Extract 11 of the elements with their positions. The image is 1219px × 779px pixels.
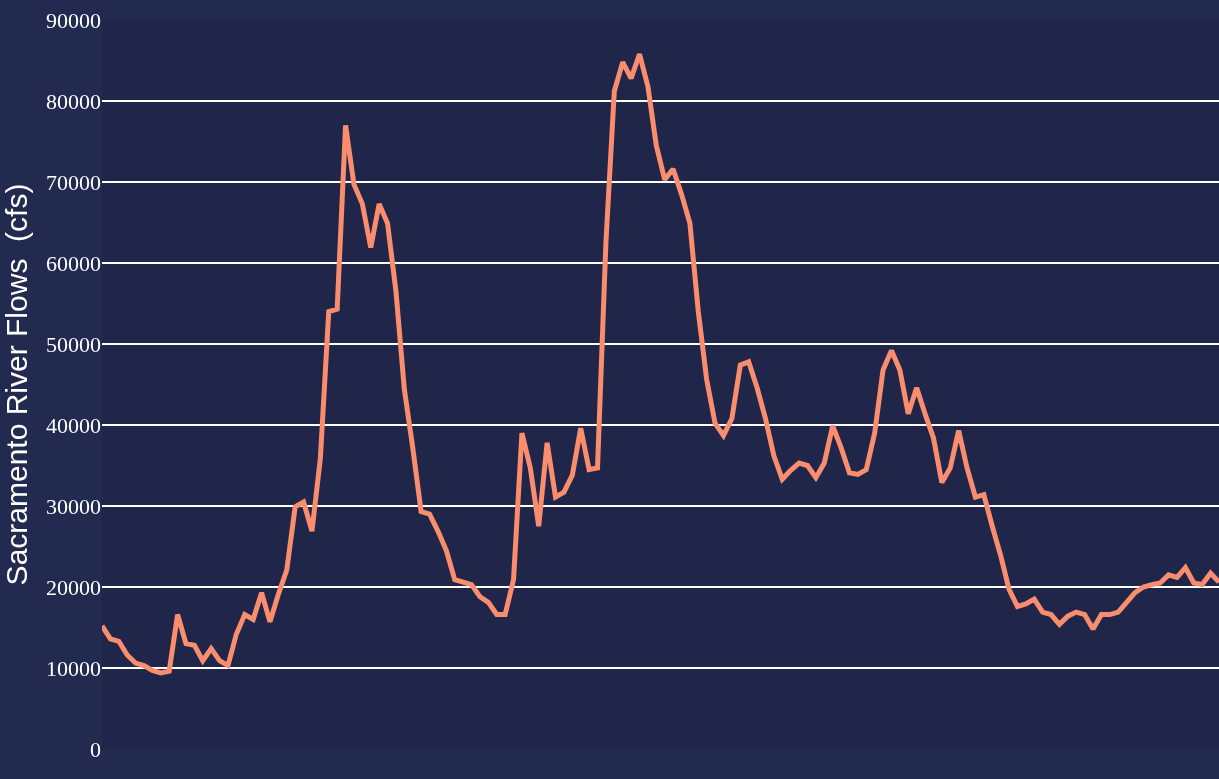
y-tick-label: 20000 [46, 574, 101, 600]
y-tick-label: 40000 [46, 412, 101, 438]
y-tick-label: 70000 [46, 169, 101, 195]
y-tick-label: 30000 [46, 493, 101, 519]
y-tick-label: 90000 [46, 7, 101, 33]
y-tick-label: 0 [90, 736, 101, 762]
y-tick-label: 10000 [46, 655, 101, 681]
y-tick-label: 50000 [46, 331, 101, 357]
y-axis-title: Sacramento River Flows (cfs) [0, 183, 33, 586]
y-tick-label: 60000 [46, 250, 101, 276]
y-tick-label: 80000 [46, 88, 101, 114]
